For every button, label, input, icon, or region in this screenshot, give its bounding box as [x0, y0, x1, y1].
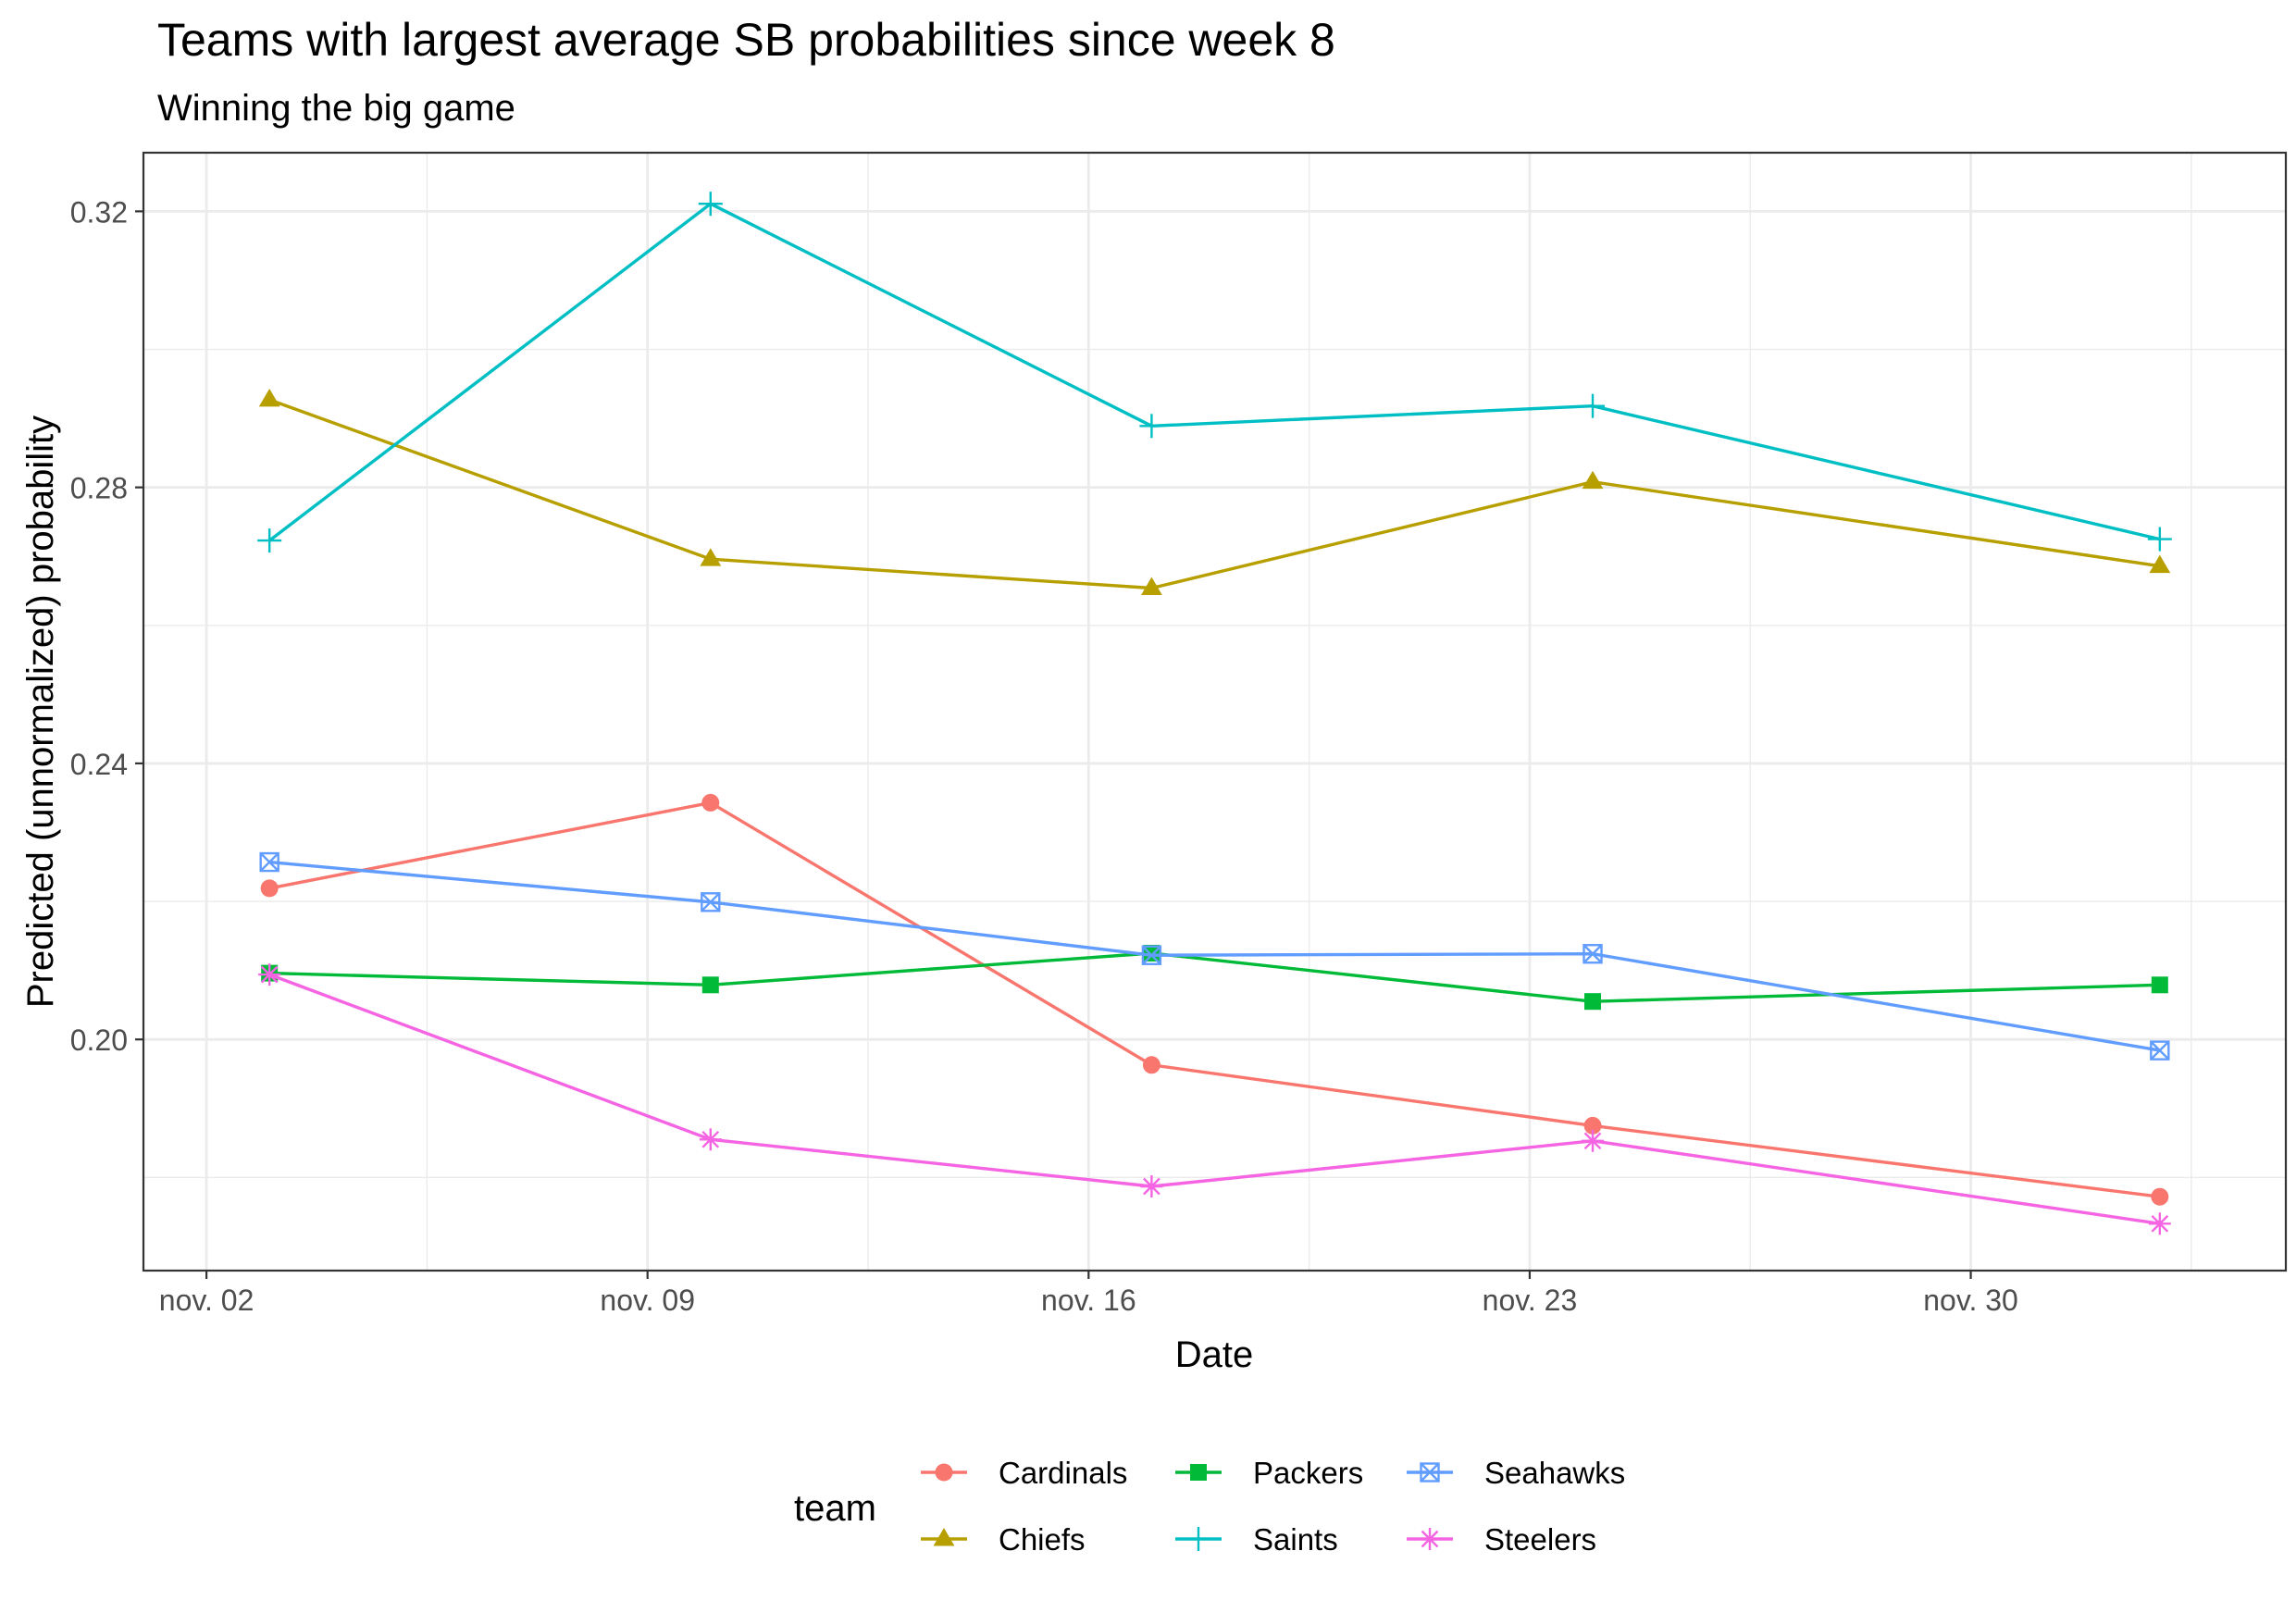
- legend-label: Steelers: [1484, 1522, 1596, 1557]
- y-axis: 0.20 0.24 0.28 0.32: [70, 195, 143, 1057]
- legend-label: Saints: [1253, 1522, 1338, 1557]
- data-point-cardinals: [2151, 1187, 2169, 1206]
- data-point-chiefs: [1141, 577, 1162, 595]
- legend-item-cardinals: Cardinals: [921, 1456, 1127, 1490]
- data-point-seahawks: [1582, 944, 1603, 964]
- data-point-saints: [257, 528, 282, 553]
- series-chiefs: [258, 388, 2171, 595]
- series-packers: [261, 944, 2168, 1011]
- legend-marker: [1419, 1528, 1441, 1550]
- legend-item-seahawks: Seahawks: [1407, 1456, 1625, 1490]
- data-point-packers: [701, 976, 719, 994]
- data-point-packers: [1143, 944, 1160, 962]
- data-point-cardinals: [260, 879, 279, 898]
- x-axis-label: Date: [1175, 1334, 1254, 1375]
- x-tick-label: nov. 16: [1041, 1284, 1136, 1317]
- legend-item-packers: Packers: [1175, 1456, 1363, 1490]
- data-point-steelers: [2148, 1212, 2171, 1235]
- y-tick-label: 0.24: [70, 748, 128, 781]
- data-point-saints: [1139, 414, 1164, 439]
- data-point-steelers: [258, 963, 281, 986]
- data-point-saints: [1581, 393, 1606, 418]
- legend-item-steelers: Steelers: [1407, 1522, 1596, 1557]
- plot-panel: [143, 153, 2286, 1271]
- data-point-seahawks: [1141, 945, 1162, 965]
- data-point-chiefs: [2149, 554, 2171, 574]
- series-steelers: [258, 963, 2171, 1235]
- data-point-steelers: [1582, 1129, 1605, 1152]
- legend-marker: [1190, 1464, 1207, 1481]
- grid-minor: [143, 153, 2286, 1271]
- legend-marker: [1186, 1527, 1210, 1551]
- legend-label: Packers: [1253, 1456, 1363, 1490]
- data-point-seahawks: [259, 851, 279, 873]
- data-point-seahawks: [2150, 1040, 2170, 1061]
- series-saints: [257, 192, 2172, 553]
- data-point-packers: [1584, 993, 1602, 1011]
- data-point-steelers: [699, 1128, 722, 1151]
- legend-title: team: [794, 1488, 876, 1529]
- grid-major: [143, 153, 2286, 1271]
- legend-marker: [933, 1528, 955, 1546]
- legend-label: Cardinals: [999, 1456, 1127, 1490]
- data-point-saints: [698, 192, 723, 217]
- data-point-cardinals: [1583, 1116, 1602, 1135]
- legend-item-chiefs: Chiefs: [921, 1522, 1086, 1557]
- legend-label: Chiefs: [999, 1522, 1086, 1557]
- y-tick-label: 0.32: [70, 195, 128, 229]
- legend-label: Seahawks: [1484, 1456, 1625, 1490]
- y-axis-label: Predicted (unnormalized) probability: [20, 416, 61, 1008]
- x-tick-label: nov. 09: [600, 1284, 695, 1317]
- legend: team Cardinals Chiefs Packers Saints Seahawk…: [794, 1456, 1625, 1557]
- data-point-seahawks: [701, 892, 721, 912]
- legend-marker: [1420, 1462, 1440, 1483]
- data-point-packers: [2151, 976, 2168, 994]
- data-point-steelers: [1140, 1175, 1163, 1198]
- chart-subtitle: Winning the big game: [157, 88, 515, 129]
- legend-item-saints: Saints: [1175, 1522, 1338, 1557]
- data-point-cardinals: [701, 793, 720, 812]
- series-cardinals: [260, 793, 2169, 1206]
- legend-marker: [935, 1463, 953, 1482]
- data-point-saints: [2147, 527, 2172, 552]
- y-tick-label: 0.20: [70, 1024, 128, 1057]
- data-point-chiefs: [258, 388, 280, 407]
- x-tick-label: nov. 23: [1483, 1284, 1578, 1317]
- chart-title: Teams with largest average SB probabilit…: [157, 14, 1335, 66]
- series-layer: [257, 192, 2172, 1235]
- legend-keys: Cardinals Chiefs Packers Saints Seahawks Stee…: [921, 1456, 1625, 1557]
- data-point-cardinals: [1142, 1056, 1160, 1074]
- x-tick-label: nov. 02: [159, 1284, 254, 1317]
- x-axis: nov. 02 nov. 09 nov. 16 nov. 23 nov. 30: [159, 1271, 2018, 1317]
- data-point-chiefs: [1582, 470, 1604, 490]
- series-seahawks: [259, 851, 2170, 1061]
- x-tick-label: nov. 30: [1923, 1284, 2018, 1317]
- plot-border: [142, 151, 2288, 1272]
- data-point-chiefs: [700, 548, 722, 566]
- y-tick-label: 0.28: [70, 472, 128, 505]
